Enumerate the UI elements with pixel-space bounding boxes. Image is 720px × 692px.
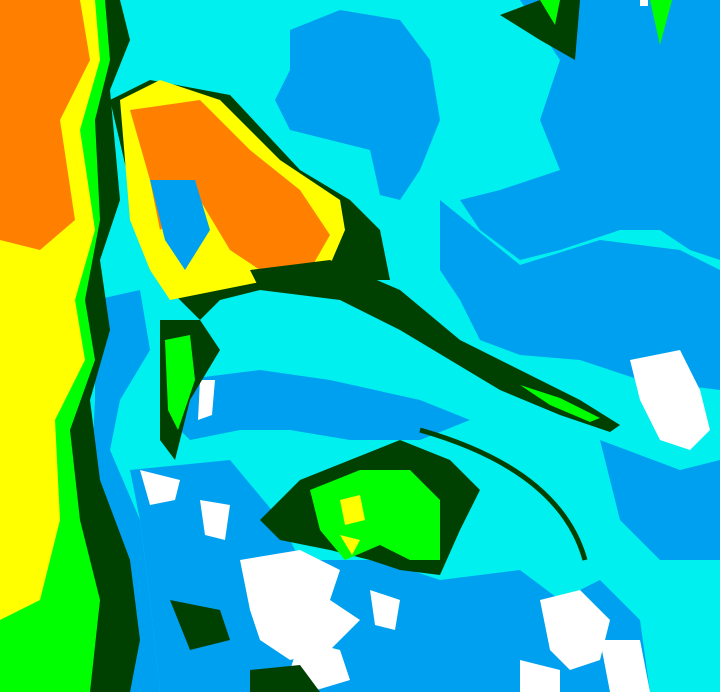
blue-regions <box>90 0 720 692</box>
central-cloud-mass <box>110 80 390 320</box>
southern-cloud-cluster <box>260 427 588 575</box>
streak-green-east <box>520 385 600 422</box>
left-cloud-band <box>0 0 140 692</box>
streak-green <box>165 335 195 430</box>
northeast-clouds <box>500 0 672 60</box>
white-patches <box>140 350 710 692</box>
southwest-clouds <box>170 600 320 692</box>
